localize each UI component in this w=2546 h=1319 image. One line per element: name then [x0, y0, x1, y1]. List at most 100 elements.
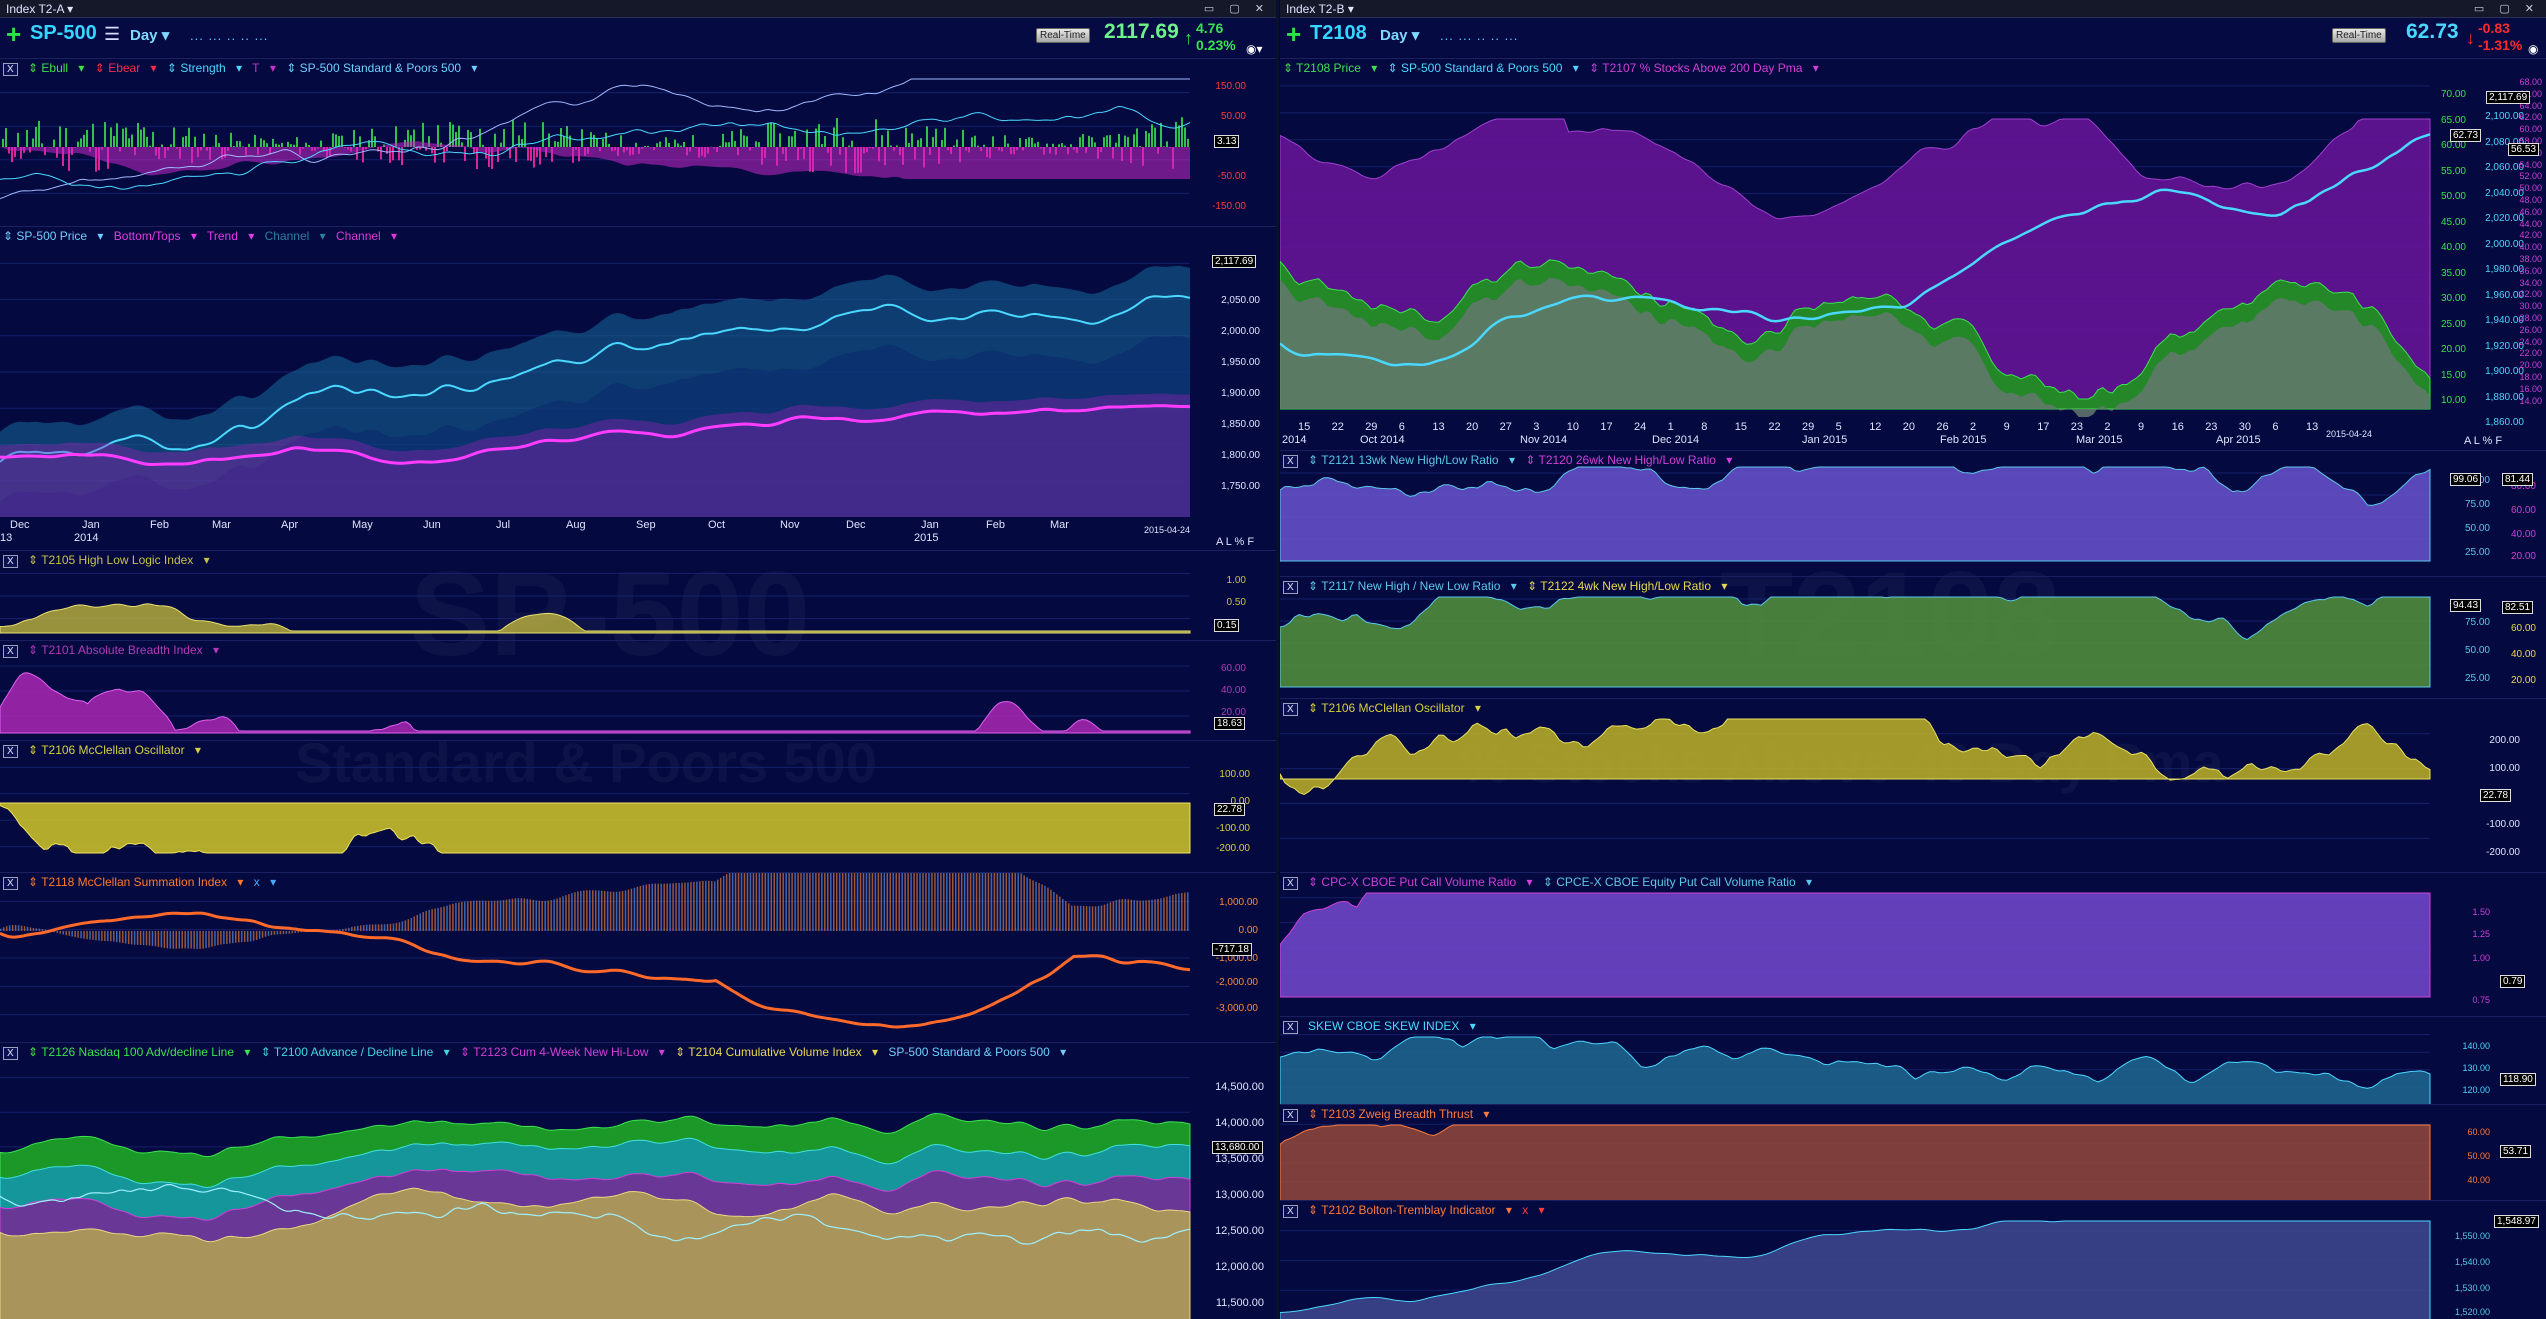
value-axis-2[interactable]: 80.00 60.00 40.00 20.00 — [2480, 451, 2540, 577]
toolbar-dots[interactable]: ... ... .. .. ... — [190, 28, 269, 43]
date-axis[interactable]: Dec Jan Feb Mar Apr May Jun Jul Aug Sep … — [0, 519, 1200, 549]
value-axis[interactable]: 75.00 50.00 25.00 — [2434, 577, 2494, 699]
legend-trend[interactable]: Trend ▾ — [206, 229, 255, 243]
realtime-button[interactable]: Real-Time — [1036, 28, 1090, 43]
legend-t2102[interactable]: ⇕ T2102 Bolton-Tremblay Indicator ▾ — [1308, 1203, 1512, 1217]
close-panel-button[interactable]: X — [1283, 877, 1298, 890]
indicator-panel-abs-breadth[interactable]: X ⇕ T2101 Absolute Breadth Index ▾ 60.00… — [0, 640, 1276, 741]
period-selector[interactable]: Day ▾ — [1380, 27, 1420, 44]
add-symbol-icon[interactable]: + — [1286, 19, 1302, 49]
legend-t[interactable]: T ▾ — [252, 61, 276, 75]
legend-sp500[interactable]: SP-500 Standard & Poors 500 ▾ — [888, 1045, 1067, 1059]
legend-t2120[interactable]: ⇕ T2120 26wk New High/Low Ratio ▾ — [1525, 453, 1733, 467]
value-axis[interactable]: 200.00 100.00 -100.00 -200.00 — [2460, 699, 2524, 873]
indicator-panel-ebull[interactable]: X ⇕ Ebull ▾ ⇕ Ebear ▾ ⇕ Strength ▾ T ▾ ⇕… — [0, 58, 1276, 227]
indicator-panel-13wk-hilo[interactable]: X ⇕ T2121 13wk New High/Low Ratio ▾ ⇕ T2… — [1280, 450, 2546, 577]
window-titlebar[interactable]: Index T2-B ▾ ▭ ▢ ✕ — [1280, 0, 2546, 18]
close-panel-button[interactable]: X — [1283, 1205, 1298, 1218]
legend-price[interactable]: ⇕ SP-500 Price ▾ — [3, 229, 104, 243]
legend-ebull[interactable]: ⇕ Ebull ▾ — [28, 61, 85, 75]
legend-channel-2[interactable]: Channel ▾ — [336, 229, 398, 243]
eye-icon[interactable]: ◉ — [2528, 42, 2539, 56]
legend-t2106[interactable]: ⇕ T2106 McClellan Oscillator ▾ — [1308, 701, 1481, 715]
indicator-panel-adv-decline[interactable]: X ⇕ T2126 Nasdaq 100 Adv/decline Line ▾ … — [0, 1042, 1276, 1319]
window-buttons[interactable]: ▭ ▢ ✕ — [1203, 3, 1270, 15]
legend-t2104[interactable]: ⇕ T2104 Cumulative Volume Index ▾ — [675, 1045, 879, 1059]
legend-t2117[interactable]: ⇕ T2117 New High / New Low Ratio ▾ — [1308, 579, 1517, 593]
value-axis[interactable]: 60.00 50.00 40.00 — [2434, 1105, 2494, 1201]
t2107-axis[interactable]: 68.0066.0064.0062.0060.0058.0056.0054.00… — [2506, 59, 2546, 451]
legend-t2123[interactable]: ⇕ T2123 Cum 4-Week New Hi-Low ▾ — [460, 1045, 665, 1059]
indicator-panel-skew[interactable]: X SKEW CBOE SKEW INDEX ▾ 140.00 130.00 1… — [1280, 1016, 2546, 1105]
symbol-name[interactable]: T2108 — [1310, 22, 1367, 44]
indicator-panel-mcclellan-osc[interactable]: X ⇕ T2106 McClellan Oscillator ▾ 200.00 … — [1280, 698, 2546, 873]
legend-t2105[interactable]: ⇕ T2105 High Low Logic Index ▾ — [28, 553, 210, 567]
value-axis[interactable]: 1,550.00 1,540.00 1,530.00 1,520.00 — [2434, 1201, 2494, 1319]
indicator-panel-mcclellan-osc[interactable]: X ⇕ T2106 McClellan Oscillator ▾ 100.00 … — [0, 740, 1276, 873]
legend-t2106[interactable]: ⇕ T2106 McClellan Oscillator ▾ — [28, 743, 201, 757]
value-axis[interactable]: 100.00 0.00 -100.00 -200.00 — [1190, 741, 1254, 873]
value-axis[interactable]: 1,000.00 0.00 -1,000.00 -2,000.00 -3,000… — [1190, 873, 1262, 1043]
close-panel-button[interactable]: X — [3, 745, 18, 758]
legend-t2103[interactable]: ⇕ T2103 Zweig Breadth Thrust ▾ — [1308, 1107, 1490, 1121]
legend-ebear[interactable]: ⇕ Ebear ▾ — [94, 61, 157, 75]
close-panel-button[interactable]: X — [1283, 1021, 1298, 1034]
t2108-axis[interactable]: 70.00 65.00 60.00 55.00 50.00 45.00 40.00 35.00… — [2432, 59, 2470, 451]
value-axis[interactable]: 150.00 50.00 -50.00 -150.00 — [1190, 59, 1250, 227]
close-panel-button[interactable]: X — [1283, 703, 1298, 716]
date-axis[interactable]: 15 22 29 6 13 20 27 3 10 17 24 1 8 15 22 29 5 12 20 26 2 9 17 2… — [1280, 421, 2480, 451]
legend-strength[interactable]: ⇕ Strength ▾ — [166, 61, 243, 75]
legend-t2122[interactable]: ⇕ T2122 4wk New High/Low Ratio ▾ — [1527, 579, 1728, 593]
period-selector[interactable]: Day ▾ — [130, 27, 170, 44]
value-axis[interactable]: 14,500.00 14,000.00 13,500.00 13,000.00 … — [1190, 1043, 1268, 1319]
indicator-panel-bolton-tremblay[interactable]: X ⇕ T2102 Bolton-Tremblay Indicator ▾ x … — [1280, 1200, 2546, 1319]
close-panel-button[interactable]: X — [1283, 455, 1298, 468]
legend-sp500[interactable]: ⇕ SP-500 Standard & Poors 500 ▾ — [286, 61, 478, 75]
close-panel-button[interactable]: X — [1283, 1109, 1298, 1122]
indicator-panel-hilo-logic[interactable]: X ⇕ T2105 High Low Logic Index ▾ 1.00 0.… — [0, 550, 1276, 641]
legend-t2121[interactable]: ⇕ T2121 13wk New High/Low Ratio ▾ — [1308, 453, 1515, 467]
close-panel-button[interactable]: X — [3, 1047, 18, 1060]
add-symbol-icon[interactable]: + — [6, 19, 22, 49]
eye-icon[interactable]: ◉▾ — [1246, 42, 1263, 56]
close-panel-button[interactable]: X — [3, 645, 18, 658]
indicator-panel-summation[interactable]: X ⇕ T2118 McClellan Summation Index ▾ x … — [0, 872, 1276, 1043]
legend-channel[interactable]: Channel ▾ — [264, 229, 326, 243]
list-menu-icon[interactable]: ☰ — [104, 24, 121, 44]
close-panel-button[interactable]: X — [1283, 581, 1298, 594]
legend-skew[interactable]: SKEW CBOE SKEW INDEX ▾ — [1308, 1019, 1476, 1033]
legend-t2118[interactable]: ⇕ T2118 McClellan Summation Index ▾ — [28, 875, 244, 889]
indicator-panel-new-hilo[interactable]: X ⇕ T2117 New High / New Low Ratio ▾ ⇕ T… — [1280, 576, 2546, 699]
legend-sp500[interactable]: ⇕ SP-500 Standard & Poors 500 ▾ — [1387, 61, 1579, 75]
window-titlebar[interactable]: Index T2-A ▾ ▭ ▢ ✕ — [0, 0, 1276, 18]
value-axis[interactable]: 140.00 130.00 120.00 — [2434, 1017, 2494, 1105]
legend-t2126[interactable]: ⇕ T2126 Nasdaq 100 Adv/decline Line ▾ — [28, 1045, 251, 1059]
window-buttons[interactable]: ▭ ▢ ✕ — [2473, 3, 2540, 15]
realtime-button[interactable]: Real-Time — [2332, 28, 2386, 43]
value-axis[interactable]: 60.00 40.00 20.00 — [1190, 641, 1250, 741]
scale-controls[interactable]: A L % F — [2464, 435, 2503, 447]
indicator-panel-put-call[interactable]: X ⇕ CPC-X CBOE Put Call Volume Ratio ▾ ⇕… — [1280, 872, 2546, 1017]
price-panel[interactable]: ⇕ SP-500 Price ▾ Bottom/Tops ▾ Trend ▾ C… — [0, 226, 1276, 551]
scale-controls[interactable]: A L % F — [1216, 536, 1255, 548]
legend-bottom-tops[interactable]: Bottom/Tops ▾ — [113, 229, 197, 243]
legend-cpce[interactable]: ⇕ CPCE-X CBOE Equity Put Call Volume Rat… — [1542, 875, 1813, 889]
legend-x[interactable]: x ▾ — [253, 875, 277, 889]
value-axis-2[interactable]: 60.00 40.00 20.00 — [2480, 577, 2540, 699]
legend-t2107[interactable]: ⇕ T2107 % Stocks Above 200 Day Pma ▾ — [1589, 61, 1819, 75]
legend-t2108[interactable]: ⇕ T2108 Price ▾ — [1283, 61, 1378, 75]
legend-cpc[interactable]: ⇕ CPC-X CBOE Put Call Volume Ratio ▾ — [1308, 875, 1533, 889]
symbol-name[interactable]: SP-500 — [30, 22, 97, 44]
legend-x[interactable]: x ▾ — [1522, 1203, 1545, 1217]
close-panel-button[interactable]: X — [3, 63, 18, 76]
price-axis[interactable]: 2,050.00 2,000.00 1,950.00 1,900.00 1,85… — [1190, 227, 1264, 551]
sp500-axis[interactable]: 2,100.00 2,080.00 2,060.00 2,040.00 2,020.00… — [2462, 59, 2528, 451]
legend-t2101[interactable]: ⇕ T2101 Absolute Breadth Index ▾ — [28, 643, 219, 657]
toolbar-dots[interactable]: ... ... .. .. ... — [1440, 28, 1519, 43]
t2108-price-panel[interactable]: ⇕ T2108 Price ▾ ⇕ SP-500 Standard & Poor… — [1280, 58, 2546, 451]
legend-t2100[interactable]: ⇕ T2100 Advance / Decline Line ▾ — [260, 1045, 450, 1059]
close-panel-button[interactable]: X — [3, 877, 18, 890]
value-axis[interactable]: 1.50 1.25 1.00 0.75 — [2434, 873, 2494, 1017]
value-axis[interactable]: 1.00 0.50 — [1190, 551, 1250, 641]
close-panel-button[interactable]: X — [3, 555, 18, 568]
